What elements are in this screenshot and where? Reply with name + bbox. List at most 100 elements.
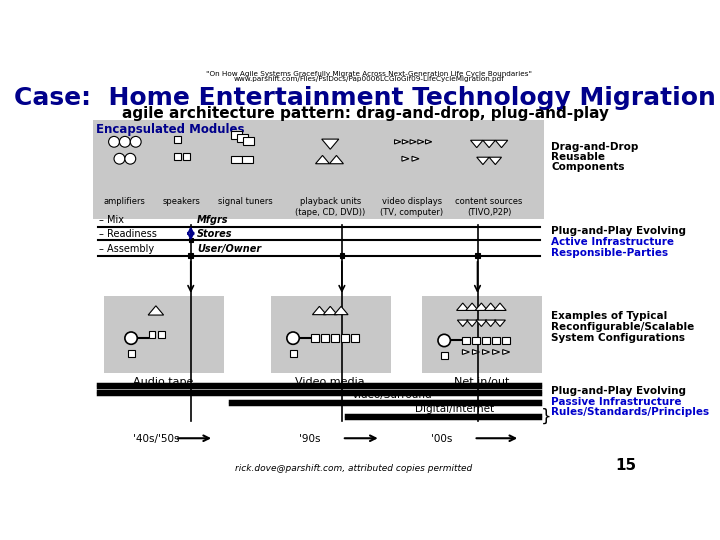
Bar [238,134,248,142]
Bar [475,253,480,258]
Bar [482,336,490,345]
Bar [441,353,448,359]
Bar [104,296,224,373]
Polygon shape [495,140,508,147]
Polygon shape [482,349,490,354]
Text: Audio tape: Audio tape [133,377,194,387]
Text: – Readiness: – Readiness [99,229,157,239]
Bar [351,334,359,342]
Text: Stores: Stores [197,229,233,239]
Bar [158,331,165,338]
Text: User/Owner: User/Owner [197,244,261,254]
Polygon shape [495,320,505,327]
Text: '00s: '00s [431,434,452,444]
Bar [148,331,156,338]
Bar [321,334,329,342]
Text: Mfgrs: Mfgrs [197,215,228,225]
Text: Plug-and-Play Evolving: Plug-and-Play Evolving [551,226,686,237]
Bar [331,334,339,342]
Text: Drag-and-Drop: Drag-and-Drop [551,142,639,152]
Bar [93,120,544,219]
Bar [311,334,319,342]
Circle shape [438,334,451,347]
Polygon shape [489,157,502,165]
Polygon shape [322,139,339,149]
Polygon shape [402,140,408,144]
Text: Net in/out: Net in/out [454,377,509,387]
Text: – Mix: – Mix [99,215,125,225]
Polygon shape [418,140,424,144]
Bar [341,334,349,342]
Polygon shape [395,140,401,144]
Polygon shape [330,156,343,164]
Polygon shape [494,303,506,310]
Bar [462,336,469,345]
Polygon shape [410,140,416,144]
Text: Video/Surround: Video/Surround [352,390,433,400]
Circle shape [125,153,136,164]
Text: Components: Components [551,162,625,172]
Polygon shape [475,303,487,310]
Polygon shape [412,156,419,161]
Text: Responsible-Parties: Responsible-Parties [551,248,668,258]
Text: Case:  Home Entertainment Technology Migration: Case: Home Entertainment Technology Migr… [14,86,716,110]
Text: speakers: speakers [163,197,200,206]
Polygon shape [467,320,477,327]
Bar [231,156,242,164]
Text: "On How Agile Systems Gracefully Migrate Across Next-Generation Life Cycle Bound: "On How Agile Systems Gracefully Migrate… [206,71,532,77]
Text: Encapsulated Modules: Encapsulated Modules [96,123,245,136]
Circle shape [125,332,138,345]
Text: Plug-and-Play Evolving: Plug-and-Play Evolving [551,386,686,396]
Polygon shape [312,306,326,315]
Bar [503,336,510,345]
Bar [127,350,135,357]
Text: Reconfigurable/Scalable: Reconfigurable/Scalable [551,322,694,332]
Text: Reusable: Reusable [551,152,605,162]
Polygon shape [462,349,469,354]
Polygon shape [315,156,330,164]
Text: playback units
(tape, CD, DVD)): playback units (tape, CD, DVD)) [295,197,365,217]
Text: agile architecture pattern: drag-and-drop, plug-and-play: agile architecture pattern: drag-and-dro… [122,106,608,122]
Polygon shape [472,349,480,354]
Bar [231,131,242,139]
Text: '40s/'50s: '40s/'50s [132,434,179,444]
Circle shape [114,153,125,164]
Bar [492,336,500,345]
Bar [289,350,297,357]
Bar [340,253,344,258]
Text: signal tuners: signal tuners [217,197,272,206]
Circle shape [287,332,300,345]
Polygon shape [485,320,496,327]
Text: rick.dove@parshift.com, attributed copies permitted: rick.dove@parshift.com, attributed copie… [235,464,472,473]
Text: }: } [541,408,552,426]
Polygon shape [402,156,409,161]
Text: Active Infrastructure: Active Infrastructure [551,237,674,247]
Polygon shape [483,140,495,147]
Text: www.parshift.com/Files/PsiDocs/Pap0006LCGloGif09-LifeCycleMigration.pdf: www.parshift.com/Files/PsiDocs/Pap0006LC… [233,76,505,82]
Polygon shape [456,303,469,310]
Text: content sources
(TIVO,P2P): content sources (TIVO,P2P) [456,197,523,217]
Bar [242,156,253,164]
Polygon shape [503,349,510,354]
Bar [422,296,542,373]
Circle shape [109,137,120,147]
Text: amplifiers: amplifiers [104,197,146,206]
Text: Passive Infrastructure: Passive Infrastructure [551,397,682,407]
Polygon shape [457,320,468,327]
Bar [472,336,480,345]
Text: Video media: Video media [295,377,365,387]
Polygon shape [323,306,337,315]
Polygon shape [477,157,489,165]
Bar [189,239,193,242]
Polygon shape [485,303,497,310]
Bar [174,153,181,160]
Text: System Configurations: System Configurations [551,333,685,343]
Circle shape [130,137,141,147]
Text: – Assembly: – Assembly [99,244,154,254]
Text: Digital/Internet: Digital/Internet [415,403,494,414]
Polygon shape [334,306,348,315]
Polygon shape [471,140,483,147]
Bar [243,137,254,145]
Polygon shape [148,306,163,315]
Polygon shape [426,140,432,144]
